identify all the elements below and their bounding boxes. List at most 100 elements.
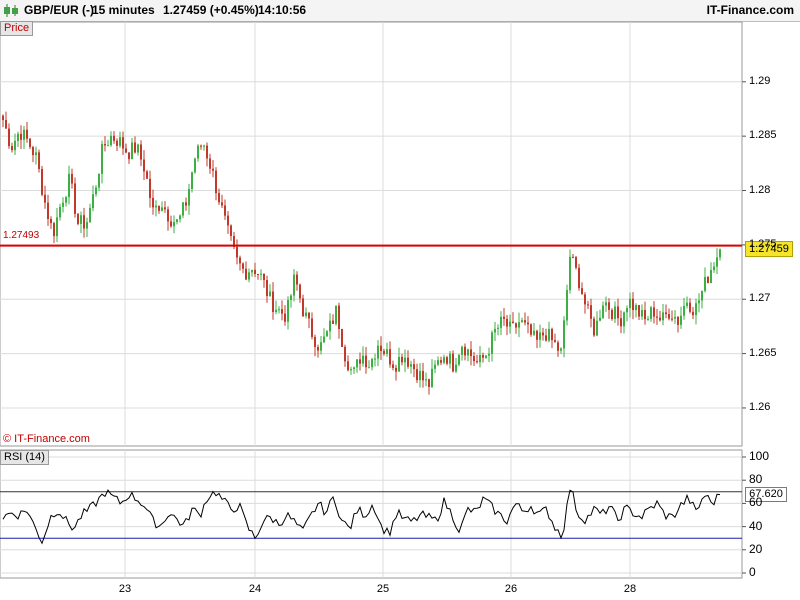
candle-body-down bbox=[224, 205, 226, 216]
candle-body-up bbox=[35, 152, 37, 156]
candle-body-down bbox=[143, 159, 145, 172]
candle-body-down bbox=[407, 357, 409, 367]
candle-body-down bbox=[503, 316, 505, 319]
candle-body-down bbox=[551, 328, 553, 341]
candle-body-down bbox=[620, 318, 622, 327]
candle-body-down bbox=[554, 340, 556, 343]
candle-body-down bbox=[653, 307, 655, 317]
candle-body-down bbox=[311, 318, 313, 337]
candle-body-down bbox=[125, 148, 127, 153]
candle-body-down bbox=[677, 316, 679, 325]
rsi-tick-label: 0 bbox=[749, 565, 756, 579]
candle-body-up bbox=[278, 309, 280, 311]
candle-body-down bbox=[221, 202, 223, 206]
candle-body-up bbox=[488, 353, 490, 356]
candle-body-up bbox=[500, 316, 502, 328]
candle-body-down bbox=[308, 312, 310, 319]
quote-change: 1.27459 (+0.45%) bbox=[163, 3, 259, 17]
candle-body-up bbox=[680, 315, 682, 325]
candle-body-up bbox=[626, 308, 628, 313]
candle-body-down bbox=[164, 207, 166, 210]
candle-body-down bbox=[590, 305, 592, 319]
candle-body-up bbox=[119, 137, 121, 146]
candle-body-up bbox=[719, 249, 721, 258]
candle-body-down bbox=[401, 356, 403, 363]
candle-body-up bbox=[110, 135, 112, 146]
candle-body-up bbox=[320, 342, 322, 351]
candle-body-up bbox=[290, 295, 292, 300]
candle-body-up bbox=[548, 328, 550, 341]
candle-body-up bbox=[647, 318, 649, 320]
candle-body-down bbox=[428, 379, 430, 387]
candle-body-down bbox=[581, 288, 583, 295]
candle-body-down bbox=[233, 236, 235, 247]
date-tick-label: 25 bbox=[376, 583, 390, 595]
candle-body-down bbox=[227, 215, 229, 226]
candle-body-down bbox=[5, 120, 7, 129]
candle-body-down bbox=[482, 355, 484, 358]
candle-body-down bbox=[344, 346, 346, 362]
candle-body-up bbox=[329, 320, 331, 332]
candle-body-down bbox=[464, 346, 466, 356]
candle-body-down bbox=[689, 302, 691, 312]
price-tick-label: 1.285 bbox=[749, 129, 777, 142]
candle-body-down bbox=[281, 309, 283, 314]
candle-body-up bbox=[176, 219, 178, 222]
candle-body-down bbox=[140, 144, 142, 160]
candle-body-down bbox=[380, 345, 382, 352]
candle-body-up bbox=[179, 215, 181, 220]
price-panel-frame bbox=[0, 21, 743, 447]
candle-body-up bbox=[614, 306, 616, 319]
candle-body-down bbox=[50, 218, 52, 224]
candle-body-up bbox=[683, 305, 685, 316]
candle-body-down bbox=[218, 193, 220, 203]
candle-body-up bbox=[599, 317, 601, 321]
candle-body-down bbox=[347, 361, 349, 371]
candle-body-down bbox=[302, 298, 304, 317]
candle-body-up bbox=[275, 309, 277, 312]
candle-body-down bbox=[617, 306, 619, 319]
candle-body-down bbox=[32, 147, 34, 156]
candle-body-up bbox=[107, 145, 109, 147]
candle-body-up bbox=[443, 357, 445, 363]
candle-body-up bbox=[62, 202, 64, 207]
candle-body-down bbox=[611, 309, 613, 319]
candle-body-up bbox=[434, 364, 436, 369]
candlestick-icon bbox=[4, 4, 18, 17]
candle-body-down bbox=[212, 168, 214, 171]
candle-body-down bbox=[389, 349, 391, 365]
candle-body-up bbox=[188, 188, 190, 206]
candle-body-down bbox=[239, 257, 241, 264]
candle-body-up bbox=[521, 320, 523, 323]
candle-body-down bbox=[167, 209, 169, 222]
candle-body-up bbox=[662, 312, 664, 321]
candle-body-up bbox=[197, 145, 199, 159]
candle-body-up bbox=[635, 305, 637, 311]
candle-body-down bbox=[296, 274, 298, 285]
candle-body-down bbox=[152, 197, 154, 208]
date-tick-label: 23 bbox=[118, 583, 132, 595]
candle-body-up bbox=[629, 298, 631, 309]
candle-body-up bbox=[350, 369, 352, 371]
candle-body-down bbox=[149, 178, 151, 198]
price-tick-label: 1.265 bbox=[749, 346, 777, 359]
candle-body-down bbox=[26, 129, 28, 139]
candle-body-down bbox=[557, 342, 559, 351]
candle-body-up bbox=[323, 336, 325, 343]
candle-body-down bbox=[11, 146, 13, 151]
candle-body-up bbox=[203, 145, 205, 147]
candle-body-down bbox=[524, 320, 526, 323]
candle-body-down bbox=[134, 142, 136, 153]
candle-body-down bbox=[116, 140, 118, 146]
candle-body-down bbox=[395, 367, 397, 372]
candle-body-down bbox=[512, 321, 514, 324]
candle-body-up bbox=[335, 305, 337, 324]
candle-body-up bbox=[410, 364, 412, 367]
candle-body-up bbox=[518, 322, 520, 328]
candle-body-up bbox=[362, 355, 364, 364]
candle-body-up bbox=[14, 140, 16, 151]
candle-body-down bbox=[122, 137, 124, 149]
candle-body-down bbox=[476, 361, 478, 363]
